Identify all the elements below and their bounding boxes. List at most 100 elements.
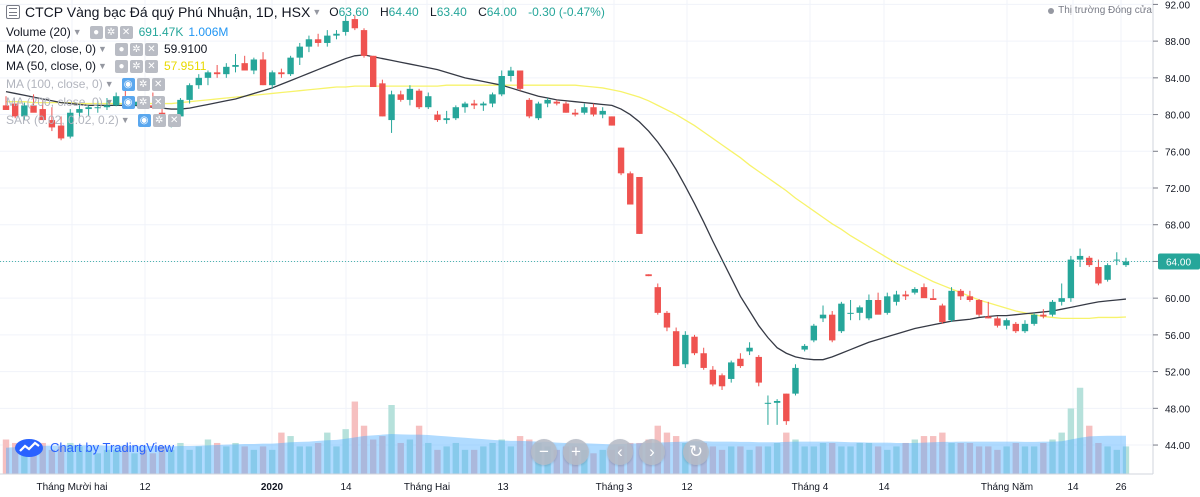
candle xyxy=(966,290,974,302)
indicator-label[interactable]: MA (200, close, 0) xyxy=(6,95,103,109)
volume-bar xyxy=(764,446,772,474)
symbol-title[interactable]: CTCP Vàng bạc Đá quý Phú Nhuận, 1D, HSX xyxy=(25,4,311,20)
eye-icon[interactable]: ● xyxy=(114,59,128,73)
volume-bar xyxy=(489,442,496,474)
indicator-label[interactable]: Volume (20) xyxy=(6,25,71,39)
chevron-down-icon[interactable]: ▼ xyxy=(104,79,114,89)
eye-off-icon[interactable]: ◉ xyxy=(137,113,151,127)
scroll-left-button[interactable]: ‹ xyxy=(607,439,633,465)
candle-body xyxy=(351,19,359,29)
candle-body xyxy=(39,109,46,121)
indicator-ma50[interactable]: MA (50, close, 0) ▼ ● ✲ ✕ 57.9511 xyxy=(6,57,206,75)
eye-off-icon[interactable]: ◉ xyxy=(121,77,135,91)
volume-bar xyxy=(966,442,974,474)
gear-icon[interactable]: ✲ xyxy=(136,95,150,109)
close-icon[interactable]: ✕ xyxy=(167,113,181,127)
candle xyxy=(425,92,432,110)
candle xyxy=(838,301,845,334)
candle xyxy=(213,64,221,78)
candle xyxy=(342,15,349,36)
indicator-ma200[interactable]: MA (200, close, 0) ▼ ◉ ✲ ✕ xyxy=(6,93,171,111)
chevron-down-icon[interactable]: ▼ xyxy=(72,27,82,37)
chevron-down-icon[interactable]: ▼ xyxy=(104,97,114,107)
gear-icon[interactable]: ✲ xyxy=(129,59,143,73)
time-axis[interactable]: Tháng Mười hai 12 2020 14 Tháng Hai 13 Tháng 3… xyxy=(36,482,1127,493)
candle xyxy=(186,83,193,104)
time-tick-label: Tháng 3 xyxy=(596,482,633,493)
zoom-out-button[interactable]: − xyxy=(531,439,557,465)
price-tick-label: 60.00 xyxy=(1165,294,1190,305)
candle-body xyxy=(94,107,101,109)
candle xyxy=(571,109,579,117)
time-tick-label: Tháng Năm xyxy=(981,482,1033,493)
watermark-text[interactable]: Chart by TradingView xyxy=(50,439,175,455)
close-icon[interactable]: ✕ xyxy=(144,59,158,73)
close-icon[interactable]: ✕ xyxy=(119,25,133,39)
chevron-down-icon[interactable]: ▼ xyxy=(98,44,107,54)
volume-bar xyxy=(177,442,184,474)
gear-icon[interactable]: ✲ xyxy=(136,77,150,91)
candle-body xyxy=(709,369,717,385)
candle xyxy=(397,90,404,102)
eye-icon[interactable]: ● xyxy=(89,25,103,39)
indicator-label[interactable]: MA (20, close, 0) xyxy=(6,42,97,56)
menu-icon[interactable] xyxy=(6,5,20,19)
candle-body xyxy=(893,294,900,302)
scroll-right-button[interactable]: › xyxy=(639,439,665,465)
eye-icon[interactable]: ● xyxy=(114,42,128,56)
candle-body xyxy=(672,331,680,367)
reset-chart-button[interactable]: ↻ xyxy=(683,439,709,465)
volume-bar xyxy=(434,449,441,474)
indicator-label[interactable]: MA (50, close, 0) xyxy=(6,59,97,73)
candle-body xyxy=(85,107,92,110)
volume-bar xyxy=(48,449,56,474)
indicator-value: 691.47K xyxy=(138,25,184,39)
close-icon[interactable]: ✕ xyxy=(151,95,165,109)
chevron-down-icon[interactable]: ▼ xyxy=(120,115,130,125)
price-axis[interactable]: 92.00 88.00 84.00 80.00 76.00 72.00 68.00 64.00… xyxy=(1153,0,1190,452)
low-label: L xyxy=(430,5,437,19)
eye-off-icon[interactable]: ◉ xyxy=(121,95,135,109)
gear-icon[interactable]: ✲ xyxy=(104,25,118,39)
indicator-ma20[interactable]: MA (20, close, 0) ▼ ● ✲ ✕ 59.9100 xyxy=(6,40,207,58)
tradingview-watermark[interactable]: Chart by TradingView xyxy=(14,436,174,458)
candle xyxy=(434,110,441,122)
volume-bar xyxy=(131,453,138,474)
price-tick-label: 84.00 xyxy=(1165,74,1190,85)
close-icon[interactable]: ✕ xyxy=(151,77,165,91)
volume-bar xyxy=(204,439,212,474)
candle xyxy=(1122,257,1130,267)
candle xyxy=(39,99,46,121)
open-value: 63.60 xyxy=(338,5,369,19)
zoom-in-button[interactable]: + xyxy=(563,439,589,465)
close-icon[interactable]: ✕ xyxy=(144,42,158,56)
chevron-down-icon[interactable]: ▼ xyxy=(312,7,322,17)
volume-bar xyxy=(507,446,515,474)
indicator-label[interactable]: MA (100, close, 0) xyxy=(6,77,103,91)
candle xyxy=(21,102,28,121)
candle-body xyxy=(213,72,221,75)
volume-bar xyxy=(516,436,524,474)
price-axis-bg[interactable] xyxy=(1153,0,1200,474)
volume-bar xyxy=(1113,449,1120,474)
candle-body xyxy=(1021,323,1029,332)
candlesticks[interactable] xyxy=(2,15,1130,425)
time-axis-bg[interactable] xyxy=(0,474,1200,497)
candle-body xyxy=(939,305,946,323)
indicator-ma100[interactable]: MA (100, close, 0) ▼ ◉ ✲ ✕ xyxy=(6,75,171,93)
candle xyxy=(939,303,946,324)
candle xyxy=(223,63,230,78)
volume-bar xyxy=(241,446,248,474)
candle xyxy=(250,57,258,75)
volume-bar xyxy=(1095,442,1102,474)
indicator-sar[interactable]: SAR (0.02, 0.02, 0.2) ▼ ◉ ✲ ✕ xyxy=(6,111,187,129)
gear-icon[interactable]: ✲ xyxy=(129,42,143,56)
gear-icon[interactable]: ✲ xyxy=(152,113,166,127)
volume-bar xyxy=(810,446,818,474)
chevron-down-icon[interactable]: ▼ xyxy=(98,61,107,71)
volume-bar xyxy=(296,446,303,474)
indicator-label[interactable]: SAR (0.02, 0.02, 0.2) xyxy=(6,113,119,127)
candle-body xyxy=(902,294,909,297)
volume-bar xyxy=(213,442,221,474)
indicator-volume[interactable]: Volume (20) ▼ ● ✲ ✕ 691.47K 1.006M xyxy=(6,23,228,41)
